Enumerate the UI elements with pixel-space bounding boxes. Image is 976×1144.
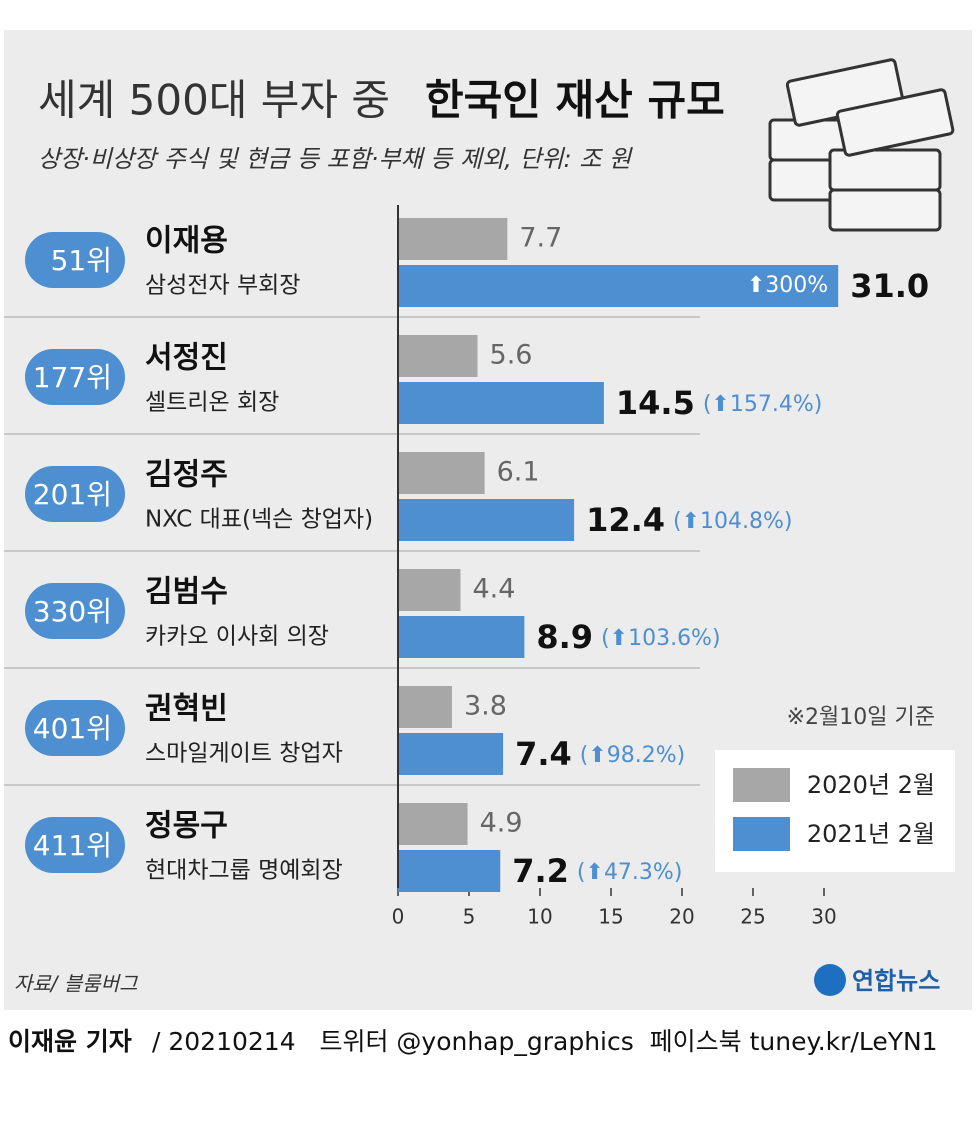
- value-label: 6.1: [497, 457, 540, 488]
- role: 카카오 이사회 의장: [145, 624, 329, 650]
- role: 현대차그룹 명예회장: [145, 858, 343, 884]
- logo: 연합뉴스: [852, 967, 940, 995]
- x-tick-label: 20: [669, 905, 694, 929]
- value-label: 7.7: [519, 223, 562, 254]
- bar: [398, 850, 501, 892]
- source: 자료/ 블룸버그: [14, 972, 138, 996]
- chart-title: 세계 500대 부자 중: [38, 76, 390, 125]
- name: 정몽구: [145, 809, 228, 844]
- bar: [398, 733, 504, 775]
- rank: 401위: [33, 712, 112, 745]
- rank: 201위: [33, 478, 112, 511]
- name: 이재용: [145, 224, 228, 259]
- name: 서정진: [145, 341, 228, 376]
- change-label: (⬆103.6%): [601, 626, 721, 651]
- bar: [398, 335, 478, 377]
- x-tick-label: 30: [811, 905, 836, 929]
- bar: [398, 218, 508, 260]
- x-tick-label: 5: [463, 905, 476, 929]
- money-illustration: [768, 58, 955, 232]
- value-label: 7.2: [512, 852, 569, 890]
- value-label: 12.4: [586, 501, 665, 539]
- value-label: 4.9: [480, 808, 523, 839]
- bar: [398, 452, 485, 494]
- footer-reporter: 이재윤 기자: [8, 1027, 132, 1056]
- value-label: 4.4: [472, 574, 515, 605]
- role: 삼성전자 부회장: [145, 273, 300, 299]
- bar: [398, 803, 468, 845]
- value-label: 14.5: [616, 384, 695, 422]
- note: ※2월10일 기준: [787, 705, 935, 730]
- rank: 177위: [33, 361, 112, 394]
- change-label: (⬆47.3%): [577, 860, 683, 885]
- rank-badge: [25, 466, 125, 522]
- bar: [398, 686, 452, 728]
- rank-badge: [25, 232, 125, 288]
- legend-swatch: [733, 817, 790, 851]
- role: 스마일게이트 창업자: [145, 741, 343, 767]
- subtitle: 상장·비상장 주식 및 현금 등 포함·부채 등 제외, 단위: 조 원: [38, 145, 633, 173]
- x-tick-label: 15: [598, 905, 623, 929]
- role: NXC 대표(넥슨 창업자): [145, 507, 373, 533]
- change-label: (⬆104.8%): [673, 509, 793, 534]
- chart-title-bold: 한국인 재산 규모: [425, 76, 725, 125]
- legend-swatch: [733, 768, 790, 802]
- value-label: 7.4: [515, 735, 572, 773]
- legend-label: 2020년 2월: [807, 771, 935, 799]
- change-label: (⬆98.2%): [580, 743, 686, 768]
- bar: [398, 499, 575, 541]
- x-tick-label: 0: [392, 905, 405, 929]
- bar: [398, 616, 525, 658]
- name: 김정주: [145, 458, 228, 493]
- role: 셀트리온 회장: [145, 390, 279, 416]
- value-label: 31.0: [850, 267, 929, 305]
- value-label: 3.8: [464, 691, 507, 722]
- x-tick-label: 10: [527, 905, 552, 929]
- x-tick-label: 25: [740, 905, 765, 929]
- change-label: ⬆300%: [747, 273, 828, 298]
- legend-label: 2021년 2월: [807, 820, 935, 848]
- logo-mark: [814, 964, 846, 996]
- value-label: 5.6: [490, 340, 533, 371]
- rank: 411위: [33, 829, 112, 862]
- rank: 51위: [51, 244, 112, 277]
- footer: / 20210214 트위터 @yonhap_graphics 페이스북 tun…: [152, 1027, 938, 1056]
- change-label: (⬆157.4%): [703, 392, 823, 417]
- rank-badge: [25, 349, 125, 405]
- rank: 330위: [33, 595, 112, 628]
- rank-badge: [25, 583, 125, 639]
- rank-badge: [25, 817, 125, 873]
- name: 김범수: [145, 575, 228, 610]
- value-label: 8.9: [536, 618, 593, 656]
- bar: [398, 265, 839, 307]
- bar: [398, 382, 604, 424]
- rank-badge: [25, 700, 125, 756]
- name: 권혁빈: [145, 692, 228, 727]
- bar: [398, 569, 461, 611]
